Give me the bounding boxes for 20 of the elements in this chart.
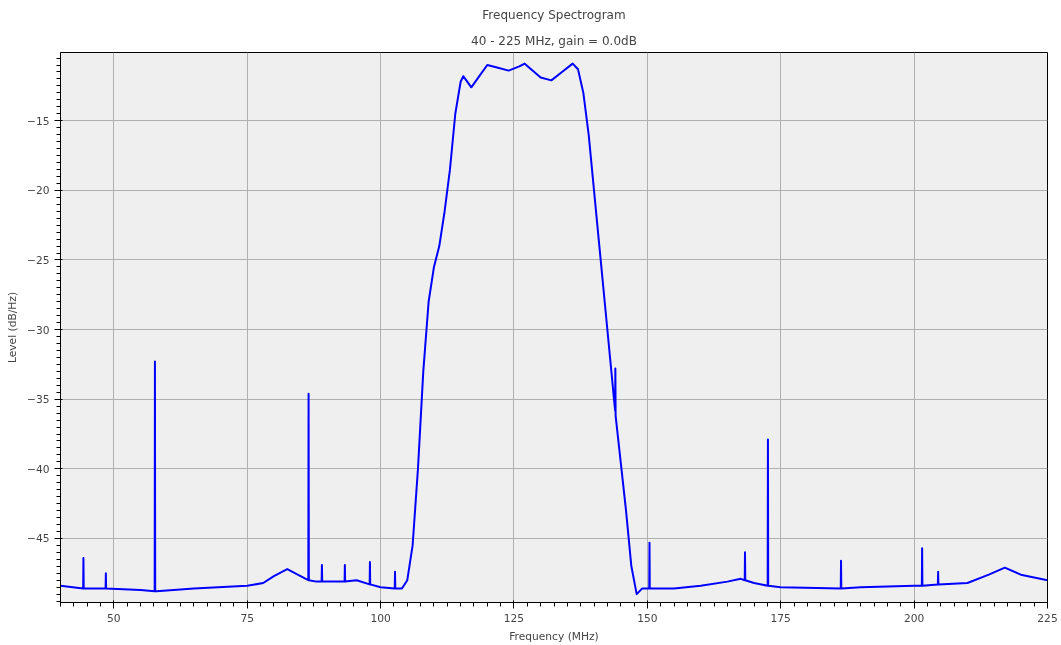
- y-axis-title: Level (dB/Hz): [6, 291, 20, 364]
- chart-title: Frequency Spectrogram: [482, 7, 626, 22]
- x-tick-label: 225: [1037, 611, 1058, 625]
- chart-subtitle: 40 - 225 MHz, gain = 0.0dB: [471, 33, 637, 48]
- line-series: [60, 62, 1048, 596]
- x-tick-label: 125: [503, 611, 525, 625]
- x-tick-label: 200: [903, 611, 925, 625]
- y-tick-label: −25: [27, 253, 50, 267]
- y-tick-label: −40: [27, 462, 50, 476]
- y-tick-label: −45: [27, 532, 50, 546]
- x-tick-label: 75: [240, 611, 255, 625]
- y-tick-label: −30: [27, 323, 50, 337]
- x-tick-label: 175: [770, 611, 791, 625]
- y-tick-label: −35: [27, 393, 50, 407]
- x-axis-title: Frequency (MHz): [509, 629, 599, 643]
- x-tick-label: 150: [637, 611, 658, 625]
- x-tick-label: 100: [370, 611, 391, 625]
- x-tick-label: 50: [107, 611, 121, 625]
- y-tick-label: −15: [27, 114, 50, 128]
- y-tick-label: −20: [27, 184, 50, 198]
